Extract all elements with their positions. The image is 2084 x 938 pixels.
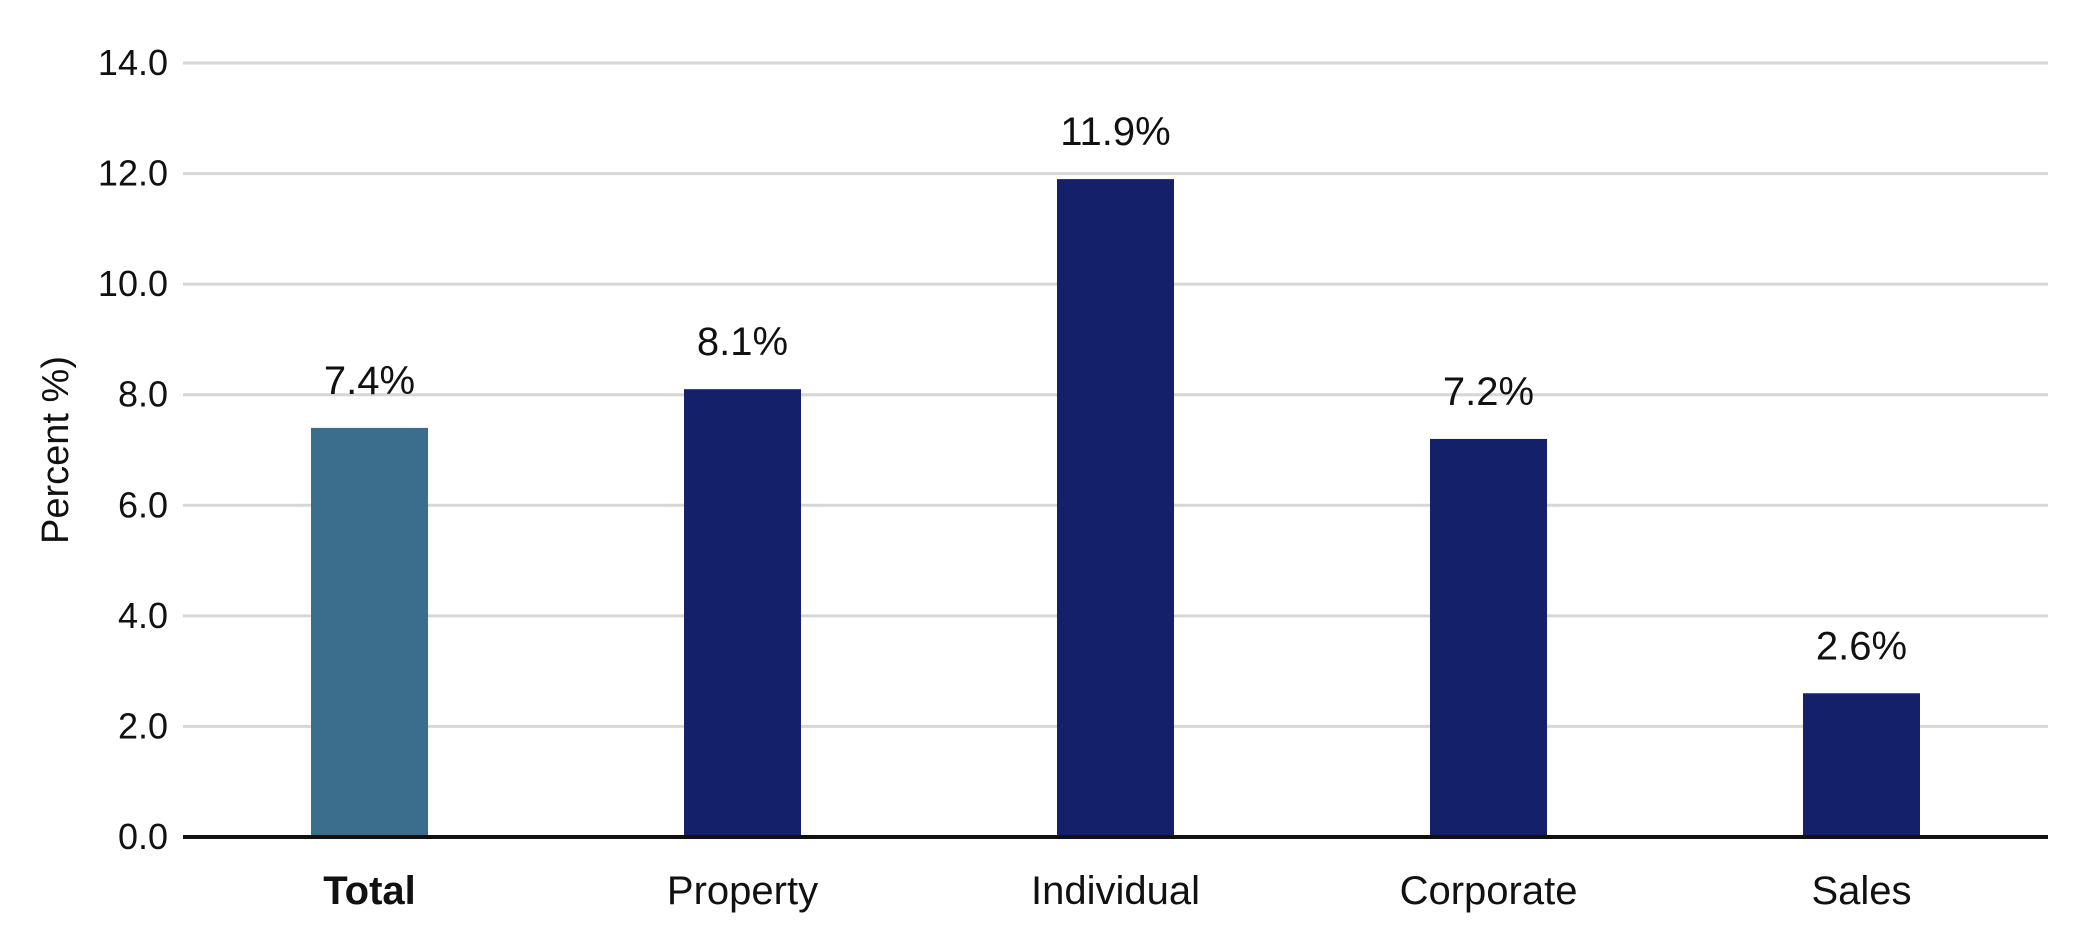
bar-property <box>684 389 801 837</box>
data-label: 7.2% <box>1443 370 1534 414</box>
y-axis-ticks: 0.0 2.0 4.0 6.0 8.0 10.0 12.0 14.0 <box>98 42 168 857</box>
y-tick-label: 4.0 <box>118 595 168 636</box>
data-labels: 7.4% 8.1% 11.9% 7.2% 2.6% <box>324 110 1907 668</box>
x-tick-label: Individual <box>1031 869 1200 913</box>
bar-sales <box>1803 693 1920 837</box>
bar-total <box>311 427 428 837</box>
bars <box>311 179 1920 838</box>
data-label: 2.6% <box>1816 624 1907 668</box>
y-tick-label: 0.0 <box>118 816 168 857</box>
x-tick-label: Corporate <box>1400 869 1578 913</box>
x-tick-label: Sales <box>1811 869 1911 913</box>
data-label: 7.4% <box>324 359 415 403</box>
bar-corporate <box>1430 438 1547 837</box>
x-axis-categories: Total Property Individual Corporate Sales <box>323 869 1911 913</box>
x-tick-label: Property <box>667 869 818 913</box>
y-tick-label: 2.0 <box>118 705 168 746</box>
y-tick-label: 14.0 <box>98 42 168 83</box>
y-axis-title: Percent %) <box>35 356 77 544</box>
x-tick-label: Total <box>323 869 416 913</box>
bar-individual <box>1057 179 1174 838</box>
y-tick-label: 6.0 <box>118 484 168 525</box>
y-tick-label: 8.0 <box>118 374 168 415</box>
data-label: 11.9% <box>1060 110 1170 154</box>
y-tick-label: 10.0 <box>98 263 168 304</box>
data-label: 8.1% <box>697 320 788 364</box>
y-tick-label: 12.0 <box>98 153 168 194</box>
